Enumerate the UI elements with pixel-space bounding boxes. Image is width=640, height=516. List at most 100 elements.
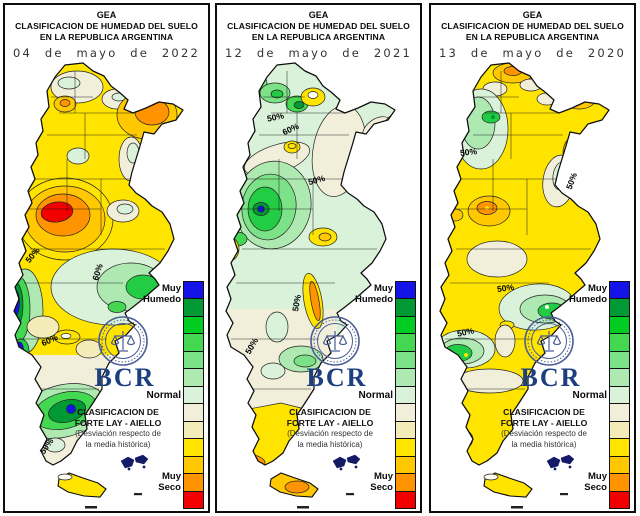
classification-title-line2: FORTE LAY - AIELLO bbox=[500, 418, 588, 429]
province-borders bbox=[231, 71, 377, 390]
report-title-line1: CLASIFICACION DE HUMEDAD DEL SUELO bbox=[227, 21, 410, 31]
legend-label-muy-seco: Muy Seco bbox=[584, 471, 607, 493]
legend-cell bbox=[184, 403, 203, 421]
legend-cell bbox=[610, 455, 629, 474]
legend-cell bbox=[610, 473, 629, 491]
legend-cell bbox=[396, 333, 415, 351]
legend-cell bbox=[184, 315, 203, 334]
bcr-seal-icon bbox=[97, 315, 149, 367]
legend-cell bbox=[610, 438, 629, 456]
bcr-seal-icon bbox=[523, 315, 575, 367]
report-org: GEA bbox=[522, 10, 543, 20]
legend-cell bbox=[396, 282, 415, 299]
classification-title-line2: FORTE LAY - AIELLO bbox=[74, 418, 162, 429]
report-title-line2: EN LA REPUBLICA ARGENTINA bbox=[465, 31, 600, 42]
legend-cell bbox=[396, 350, 415, 369]
legend-cell bbox=[184, 298, 203, 316]
legend-cell bbox=[396, 490, 415, 509]
classification-block: CLASIFICACION DE FORTE LAY - AIELLO (Des… bbox=[486, 407, 602, 450]
legend-label-normal: Normal bbox=[358, 390, 393, 401]
map-panel-2020: GEA CLASIFICACION DE HUMEDAD DEL SUELO E… bbox=[429, 3, 636, 513]
classification-title-line2: FORTE LAY - AIELLO bbox=[286, 418, 374, 429]
bcr-seal-icon bbox=[309, 315, 361, 367]
classification-note-line2: la media histórica) bbox=[85, 439, 151, 449]
legend-label-normal: Normal bbox=[572, 390, 607, 401]
bcr-wordmark: BCR bbox=[306, 363, 368, 392]
map-date: 13 de mayo de 2020 bbox=[439, 46, 626, 60]
legend-label-muy-humedo: Muy Humedo bbox=[143, 283, 181, 305]
classification-note-line1: (Desviación respecto de bbox=[287, 429, 373, 439]
classification-block: CLASIFICACION DE FORTE LAY - AIELLO (Des… bbox=[272, 407, 388, 450]
legend-cell bbox=[610, 282, 629, 299]
legend-cell bbox=[610, 350, 629, 369]
south-islands bbox=[511, 493, 568, 509]
south-islands bbox=[85, 493, 142, 509]
contour-label: 50% bbox=[459, 146, 478, 158]
report-title-line2: EN LA REPUBLICA ARGENTINA bbox=[39, 31, 174, 42]
legend-cell bbox=[184, 385, 203, 404]
classification-note-line1: (Desviación respecto de bbox=[75, 429, 161, 439]
bcr-wordmark: BCR bbox=[520, 363, 582, 392]
legend-cell bbox=[610, 298, 629, 316]
legend-cell bbox=[610, 403, 629, 421]
classification-title-line1: CLASIFICACION DE bbox=[503, 407, 585, 417]
legend-cell bbox=[396, 385, 415, 404]
legend-label-muy-seco: Muy Seco bbox=[370, 471, 393, 493]
legend-label-normal: Normal bbox=[146, 390, 181, 401]
legend-color-bar bbox=[609, 281, 630, 509]
map-date: 04 de mayo de 2022 bbox=[13, 46, 200, 60]
legend-cell bbox=[396, 473, 415, 491]
legend-cell bbox=[610, 385, 629, 404]
report-title-line1: CLASIFICACION DE HUMEDAD DEL SUELO bbox=[441, 21, 624, 31]
legend-label-muy-humedo: Muy Humedo bbox=[355, 283, 393, 305]
map-date: 12 de mayo de 2021 bbox=[225, 46, 412, 60]
map-panel-2021: GEA CLASIFICACION DE HUMEDAD DEL SUELO E… bbox=[215, 3, 422, 513]
legend-cell bbox=[610, 315, 629, 334]
legend-cell bbox=[396, 438, 415, 456]
legend-cell bbox=[184, 473, 203, 491]
legend-cell bbox=[184, 350, 203, 369]
classification-note-line2: la media histórica) bbox=[297, 439, 363, 449]
report-title-line2: EN LA REPUBLICA ARGENTINA bbox=[251, 31, 386, 42]
argentina-mainland bbox=[439, 62, 610, 466]
panel-header: GEA CLASIFICACION DE HUMEDAD DEL SUELO E… bbox=[217, 5, 420, 60]
legend-cell bbox=[184, 368, 203, 386]
panel-header: GEA CLASIFICACION DE HUMEDAD DEL SUELO E… bbox=[5, 5, 208, 60]
province-borders bbox=[19, 71, 165, 390]
legend-cell bbox=[184, 282, 203, 299]
panel-header: GEA CLASIFICACION DE HUMEDAD DEL SUELO E… bbox=[431, 5, 634, 60]
legend-label-muy-seco: Muy Seco bbox=[158, 471, 181, 493]
legend-cell bbox=[396, 368, 415, 386]
argentina-humidity-map-2020 bbox=[439, 62, 610, 509]
legend-color-bar bbox=[395, 281, 416, 509]
province-borders bbox=[445, 71, 591, 390]
legend-cell bbox=[396, 455, 415, 474]
classification-title-line1: CLASIFICACION DE bbox=[77, 407, 159, 417]
legend-cell bbox=[184, 490, 203, 509]
classification-note-line2: la media histórica) bbox=[511, 439, 577, 449]
legend-cell bbox=[610, 420, 629, 439]
argentina-humidity-map-2021 bbox=[225, 62, 396, 509]
report-title-line1: CLASIFICACION DE HUMEDAD DEL SUELO bbox=[15, 21, 198, 31]
legend-cell bbox=[184, 420, 203, 439]
map-panel-2022: GEA CLASIFICACION DE HUMEDAD DEL SUELO E… bbox=[3, 3, 210, 513]
report-org: GEA bbox=[96, 10, 117, 20]
classification-note-line1: (Desviación respecto de bbox=[501, 429, 587, 439]
legend-cell bbox=[184, 333, 203, 351]
legend-cell bbox=[396, 298, 415, 316]
malvinas-islands bbox=[546, 454, 575, 471]
legend-cell bbox=[396, 420, 415, 439]
report-org: GEA bbox=[308, 10, 329, 20]
legend-cell bbox=[184, 438, 203, 456]
south-islands bbox=[297, 493, 354, 509]
argentina-humidity-map-2022 bbox=[13, 62, 184, 509]
argentina-mainland bbox=[225, 62, 396, 466]
classification-title-line1: CLASIFICACION DE bbox=[289, 407, 371, 417]
legend-cell bbox=[396, 315, 415, 334]
bcr-wordmark: BCR bbox=[94, 363, 156, 392]
legend-cell bbox=[184, 455, 203, 474]
legend-cell bbox=[610, 368, 629, 386]
legend-cell bbox=[610, 333, 629, 351]
malvinas-islands bbox=[120, 454, 149, 471]
